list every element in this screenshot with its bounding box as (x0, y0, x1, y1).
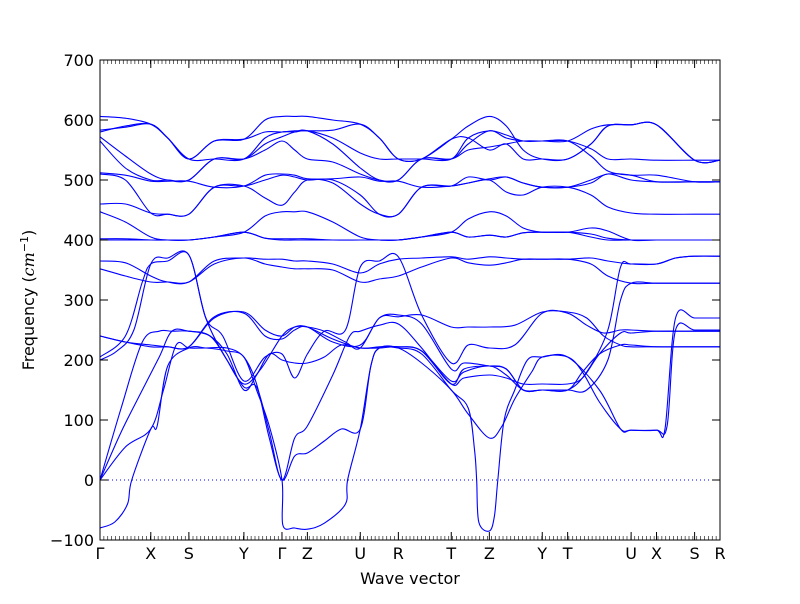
x-tick-label: X (145, 544, 156, 563)
y-ticks-layer: −100 0 100 200 300 400 500 600 700 (50, 51, 720, 550)
y-tick-label: 0 (84, 471, 94, 490)
band-line-5 (99, 250, 720, 385)
x-tick-label: Y (536, 544, 547, 563)
band-line-19 (99, 121, 721, 164)
band-line-10 (99, 255, 721, 285)
plot-frame (99, 59, 721, 541)
y-tick-label: 700 (63, 51, 94, 70)
band-line-13 (99, 210, 720, 241)
band-line-6 (99, 251, 720, 382)
x-tick-label: Γ (96, 544, 105, 563)
x-tick-label: U (354, 544, 366, 563)
band-line-21 (99, 115, 721, 164)
x-tick-label: U (625, 544, 637, 563)
x-tick-label: Z (302, 544, 313, 563)
band-line-20 (99, 121, 721, 164)
x-tick-label: X (651, 544, 662, 563)
y-tick-label: 500 (63, 171, 94, 190)
y-axis-label-unit: cm (19, 252, 38, 276)
x-axis-label: Wave vector (360, 569, 460, 588)
y-tick-label: 200 (63, 351, 94, 370)
band-line-15 (99, 173, 720, 218)
y-tick-label: 600 (63, 111, 94, 130)
band-line-16 (99, 172, 720, 189)
band-line-18 (99, 129, 720, 183)
band-line-8 (99, 281, 720, 393)
x-tick-label: R (393, 544, 404, 563)
x-tick-label: T (562, 544, 573, 563)
bands-layer (99, 115, 721, 532)
x-tick-label: R (714, 544, 725, 563)
y-tick-label: −100 (50, 531, 94, 550)
y-axis-label-unit-exp: −1 (18, 236, 31, 252)
band-line-4 (99, 329, 720, 481)
x-tick-label: Γ (278, 544, 287, 563)
y-axis-label-close: ) (19, 230, 38, 236)
x-tick-label: T (445, 544, 456, 563)
y-tick-label: 300 (63, 291, 94, 310)
x-tick-label: S (184, 544, 194, 563)
y-axis-label: Frequency (cm−1) (18, 230, 39, 371)
band-line-9 (99, 257, 720, 285)
y-tick-label: 400 (63, 231, 94, 250)
x-tick-label: S (690, 544, 700, 563)
y-tick-label: 100 (63, 411, 94, 430)
y-axis-label-main: Frequency ( (19, 276, 38, 370)
band-line-7 (99, 255, 721, 392)
x-tick-label: Z (484, 544, 495, 563)
band-line-3 (99, 321, 720, 481)
x-tick-label: Y (238, 544, 249, 563)
